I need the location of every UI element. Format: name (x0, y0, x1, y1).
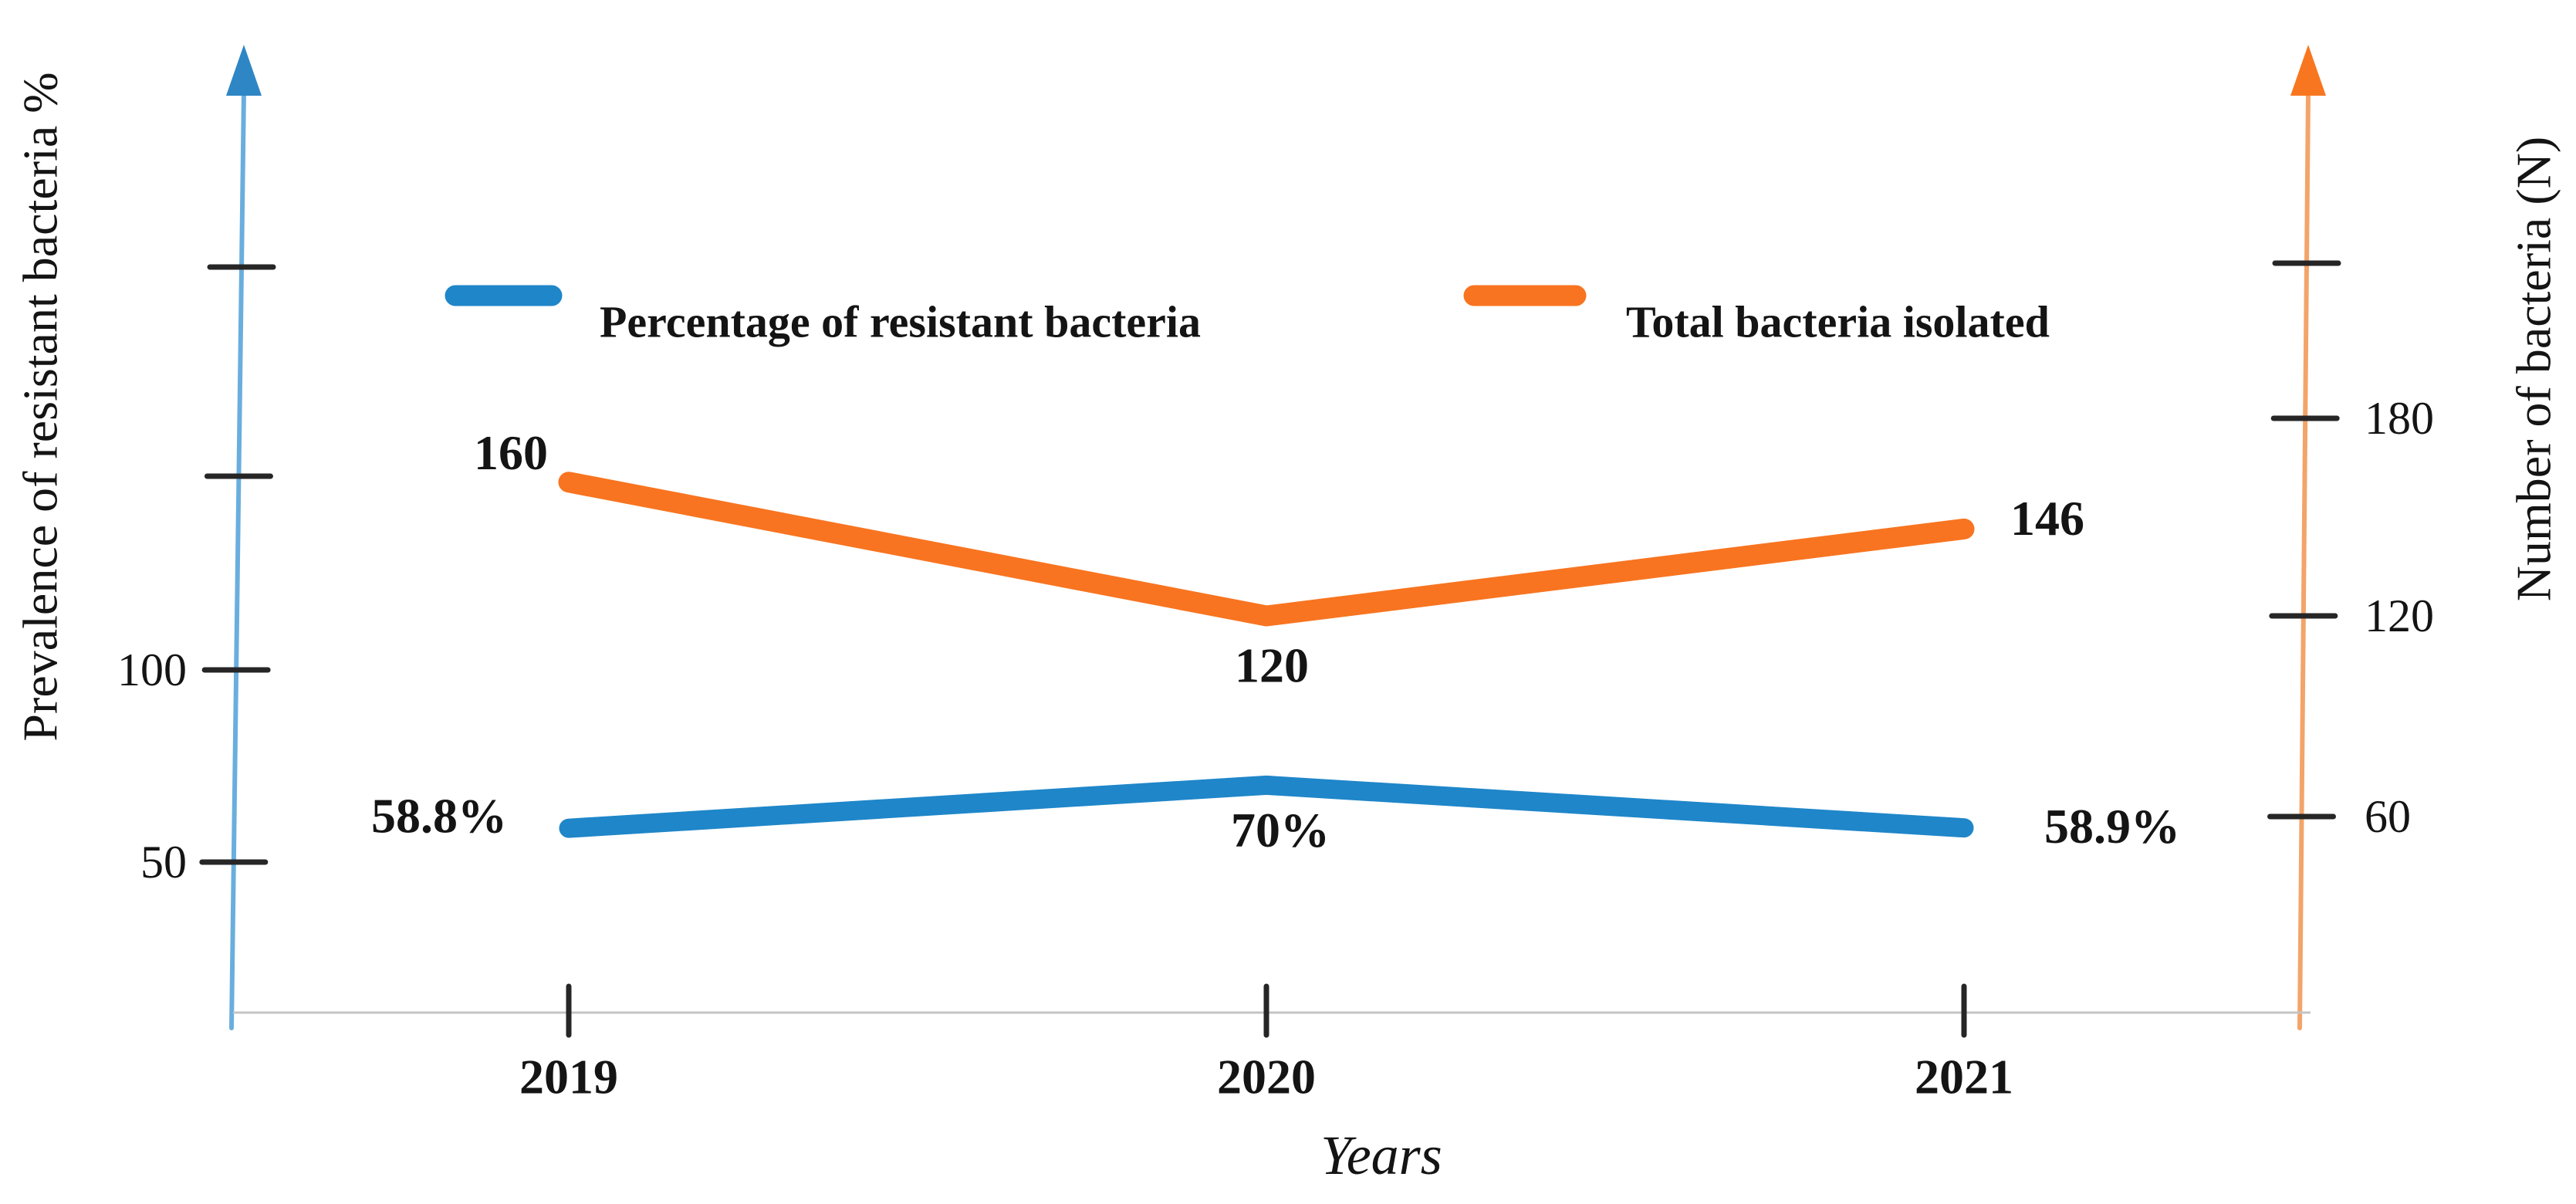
legend-label: Total bacteria isolated (1626, 297, 2050, 347)
x-axis-title: Years (1320, 1125, 1442, 1186)
y-axis-title-right: Number of bacteria (N) (2507, 137, 2561, 601)
left-axis-arrowhead-icon (226, 45, 262, 96)
data-label-70: 70% (1231, 803, 1330, 857)
right-axis-arrowhead-icon (2290, 45, 2326, 96)
x-tick-label-2021: 2021 (1915, 1050, 2013, 1104)
left-axis-line (229, 90, 246, 1030)
right-axis-line (2297, 90, 2311, 1030)
data-label-120: 120 (1235, 638, 1309, 693)
data-label-160: 160 (474, 425, 548, 480)
right-axis-tick-label: 60 (2365, 791, 2411, 842)
left-axis-tick-label: 50 (140, 837, 187, 888)
x-tick-label-2019: 2019 (519, 1050, 618, 1104)
x-tick-label-2020: 2020 (1217, 1050, 1316, 1104)
data-label-146: 146 (2010, 491, 2084, 546)
legend-label: Percentage of resistant bacteria (600, 297, 1201, 347)
right-axis-tick-label: 120 (2365, 590, 2434, 641)
series-line-total-bacteria-isolated (558, 472, 1975, 627)
data-label-58.8: 58.8% (371, 789, 507, 844)
right-axis-tick-label: 180 (2365, 393, 2434, 444)
left-axis-tick-label: 100 (117, 644, 187, 695)
y-axis-title-left: Prevalence of resistant bacteria % (13, 72, 68, 741)
series-line-percentage-of-resistant-bacteria (559, 775, 1974, 838)
data-label-58.9: 58.9% (2044, 799, 2180, 854)
